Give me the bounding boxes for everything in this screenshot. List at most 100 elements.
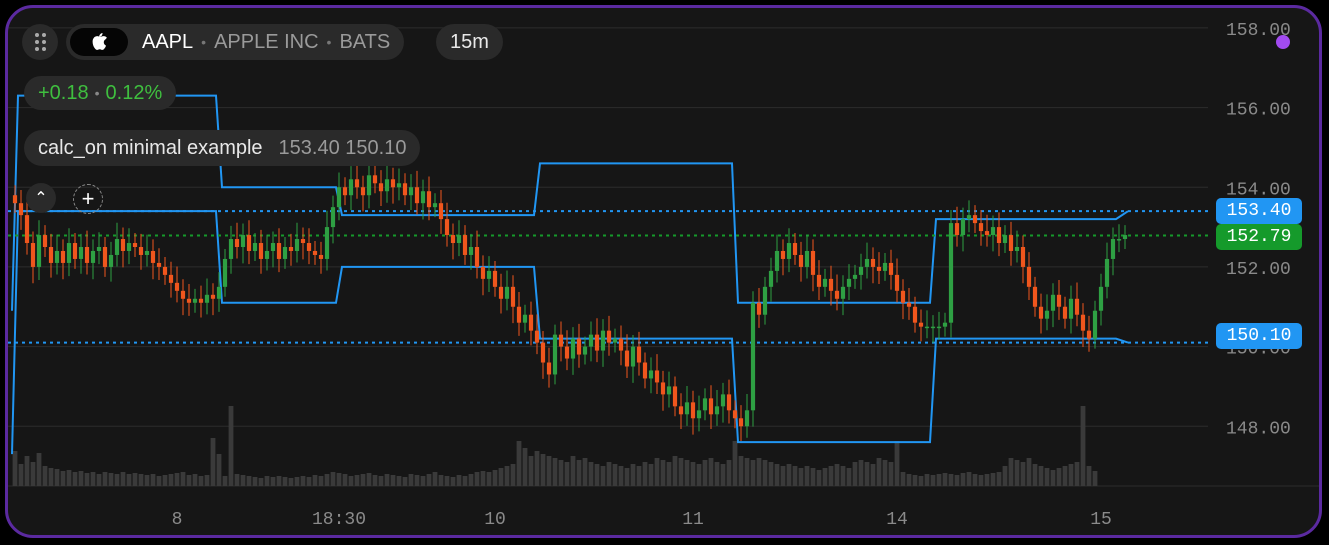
volume-bar — [594, 464, 600, 486]
candle-body — [336, 187, 342, 208]
x-tick-label: 18:30 — [312, 510, 366, 530]
upper-band-line — [11, 94, 1129, 311]
candle-body — [1110, 239, 1116, 259]
volume-bar — [402, 477, 408, 486]
candle-body — [1008, 235, 1014, 251]
volume-bar — [852, 462, 858, 486]
candle-body — [576, 338, 582, 355]
candle-body — [468, 247, 474, 255]
candle-body — [288, 247, 294, 251]
volume-bar — [768, 462, 774, 486]
volume-bar — [1044, 468, 1050, 486]
symbol-selector[interactable]: AAPL • APPLE INC • BATS — [66, 24, 405, 60]
volume-bar — [546, 456, 552, 486]
volume-bar — [252, 477, 258, 486]
candle-body — [666, 386, 672, 395]
volume-bar — [738, 456, 744, 486]
collapse-button[interactable]: ⌃ — [26, 183, 56, 213]
volume-bars — [12, 406, 1098, 486]
volume-bar — [492, 470, 498, 486]
candle-body — [264, 250, 270, 259]
timeframe-button[interactable]: 15m — [436, 24, 503, 60]
upper-line-price-tag: 153.40 — [1216, 198, 1302, 224]
volume-bar — [1062, 466, 1068, 486]
candle-body — [492, 270, 498, 287]
volume-bar — [336, 473, 342, 486]
candle-body — [1104, 258, 1110, 287]
volume-bar — [570, 456, 576, 486]
volume-bar — [156, 476, 162, 486]
volume-bar — [912, 475, 918, 486]
add-study-button[interactable]: + — [73, 184, 103, 214]
candle-body — [270, 243, 276, 251]
candle-body — [66, 243, 72, 263]
candle-body — [852, 274, 858, 279]
study-value-upper: 153.40 — [278, 136, 340, 159]
volume-bar — [330, 472, 336, 486]
volume-bar — [54, 469, 60, 486]
volume-bar — [942, 473, 948, 486]
volume-bar — [1008, 458, 1014, 486]
candle-body — [570, 338, 576, 359]
study-value-lower: 150.10 — [345, 136, 407, 159]
volume-bar — [528, 456, 534, 486]
candle-body — [426, 191, 432, 208]
volume-bar — [678, 458, 684, 486]
candle-body — [840, 286, 846, 299]
candle-body — [90, 250, 96, 263]
plus-icon: + — [81, 186, 95, 211]
candle-body — [102, 247, 108, 267]
candle-body — [1068, 298, 1074, 319]
candle-body — [72, 243, 78, 259]
candle-body — [816, 274, 822, 287]
candle-body — [342, 187, 348, 196]
volume-bar — [258, 478, 264, 486]
volume-bar — [246, 476, 252, 486]
last-price-tag: 152.79 — [1216, 224, 1302, 250]
candle-body — [756, 302, 762, 315]
candle-body — [978, 223, 984, 232]
candle-body — [864, 258, 870, 267]
volume-bar — [858, 460, 864, 486]
candle-body — [876, 266, 882, 271]
candle-body — [630, 346, 636, 367]
x-axis: 8 18:30 10 11 14 15 — [172, 510, 1112, 530]
volume-bar — [216, 454, 222, 486]
volume-bar — [312, 475, 318, 486]
volume-bar — [396, 476, 402, 486]
drag-handle[interactable] — [22, 24, 58, 60]
study-legend[interactable]: calc_on minimal example 153.40 150.10 — [24, 130, 421, 166]
candle-body — [540, 342, 546, 363]
volume-bar — [624, 468, 630, 486]
candle-body — [360, 187, 366, 196]
volume-bar — [612, 464, 618, 486]
candle-body — [324, 227, 330, 259]
volume-bar — [714, 462, 720, 486]
candle-body — [954, 223, 960, 236]
volume-bar — [12, 451, 18, 486]
x-tick-label: 10 — [484, 510, 506, 530]
candle-body — [678, 406, 684, 415]
volume-bar — [870, 464, 876, 486]
candle-body — [1056, 294, 1062, 307]
candle-body — [846, 278, 852, 287]
candle-body — [900, 290, 906, 303]
candle-body — [126, 243, 132, 251]
candle-body — [690, 402, 696, 419]
volume-bar — [684, 460, 690, 486]
candle-body — [744, 410, 750, 427]
candle-body — [216, 286, 222, 299]
volume-bar — [150, 474, 156, 486]
volume-bar — [780, 466, 786, 486]
volume-bar — [18, 464, 24, 486]
candle-body — [924, 326, 930, 329]
volume-bar — [48, 468, 54, 486]
candle-body — [960, 219, 966, 236]
candle-body — [306, 243, 312, 251]
candle-body — [1044, 310, 1050, 319]
volume-bar — [474, 472, 480, 486]
volume-bar — [78, 471, 84, 486]
exchange-name: BATS — [339, 30, 391, 53]
volume-bar — [636, 466, 642, 486]
